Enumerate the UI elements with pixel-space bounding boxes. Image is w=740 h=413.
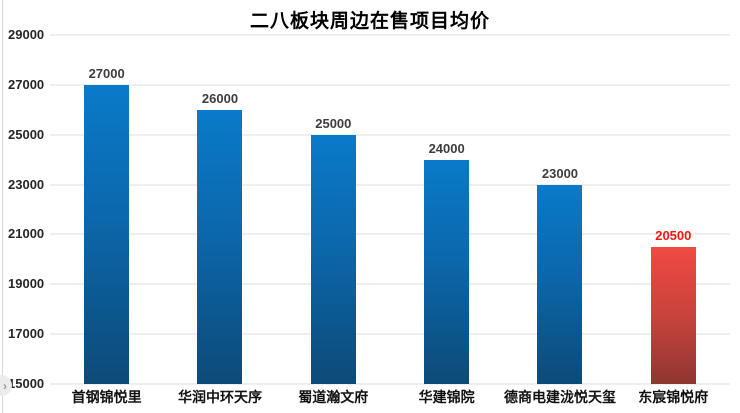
bar-value-label: 20500 [655,227,692,243]
gridline [50,383,730,385]
bar-value-label: 23000 [541,165,579,181]
bar-东宸锦悦府 [650,246,696,384]
next-slide-button[interactable]: › [0,375,12,396]
bars-layer: 27000 26000 25000 24000 23000 20500 [50,35,730,384]
bar-华建锦院 [424,159,470,384]
gridline [50,84,730,86]
y-tick-label: 17000 [8,326,45,342]
y-tick-label: 29000 [8,27,45,42]
gridline [50,184,730,186]
bar-column: 26000 [163,35,276,384]
bar-首钢锦悦里 [84,84,130,384]
bar-column: 24000 [390,35,503,384]
y-tick-label: 23000 [8,176,45,192]
bar-德商电建泷悦天玺 [537,184,583,384]
plot-area: 27000 26000 25000 24000 23000 20500 [50,34,730,385]
bar-蜀道瀚文府 [310,134,356,384]
category-label: 华建锦院 [418,389,475,405]
bar-column: 23000 [503,35,616,384]
gridline [50,333,730,335]
category-label: 蜀道瀚文府 [298,389,369,405]
gridline [50,134,730,136]
gridline [50,233,730,235]
y-tick-label: 25000 [8,126,45,142]
bar-value-label: 24000 [428,140,465,156]
category-label: 首钢锦悦里 [71,389,142,405]
bar-value-label: 25000 [315,115,352,131]
bar-华润中环天序 [197,109,243,384]
chevron-right-icon: › [3,378,7,393]
gridline [50,34,730,36]
y-tick-label: 21000 [8,226,45,242]
slide-edge-divider [2,0,3,413]
y-tick-label: 27000 [8,76,45,92]
category-label: 华润中环天序 [177,389,262,405]
y-tick-label: 15000 [8,376,45,391]
bar-value-label: 27000 [88,65,125,81]
chart-title: 二八板块周边在售项目均价 [249,11,490,32]
category-label: 德商电建泷悦天玺 [503,389,616,405]
x-axis-labels: 首钢锦悦里 华润中环天序 蜀道瀚文府 华建锦院 德商电建泷悦天玺 东宸锦悦府 [50,387,730,407]
bar-column: 25000 [277,35,390,384]
bar-value-label: 26000 [201,90,239,106]
gridline [50,283,730,285]
y-tick-label: 19000 [8,276,45,292]
y-axis-labels: 29000 27000 25000 23000 21000 19000 17000 15000 [8,27,50,391]
bar-column: 20500 [617,35,730,384]
category-label: 东宸锦悦府 [638,389,709,405]
bar-column: 27000 [50,35,163,384]
